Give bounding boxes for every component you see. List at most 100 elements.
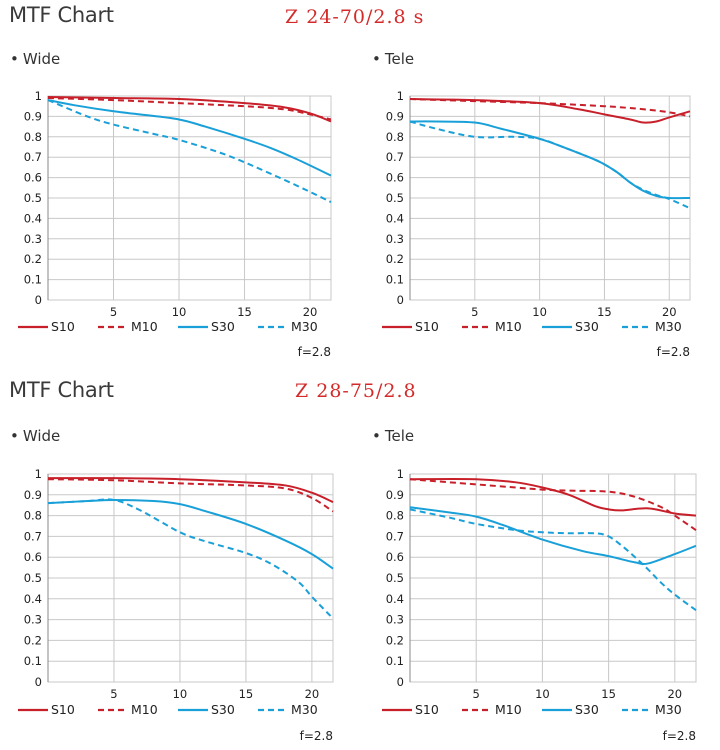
bullet-icon: • [10, 50, 19, 68]
y-tick-label: 0.9 [24, 109, 42, 123]
x-tick-label: 10 [173, 687, 188, 701]
series-line-m30 [409, 120, 691, 210]
series-line-m10 [409, 98, 691, 118]
legend-label-s10: S10 [51, 702, 75, 717]
series-line-m30 [47, 498, 334, 620]
y-tick-label: 0.6 [386, 171, 404, 185]
y-tick-label: 0.8 [386, 509, 404, 523]
legend-label-m30: M30 [655, 319, 682, 334]
x-tick-label: 5 [110, 687, 117, 701]
aperture-label: f=2.8 [300, 729, 333, 743]
aperture-label: f=2.8 [663, 729, 696, 743]
x-tick-label: 15 [237, 305, 252, 319]
series-line-s10 [409, 477, 697, 517]
legend-label-s10: S10 [51, 319, 75, 334]
series-line-m10 [47, 478, 334, 513]
series-line-s10 [409, 98, 691, 124]
series-line-m30 [47, 99, 332, 203]
y-tick-label: 0.1 [24, 654, 42, 668]
x-tick-label: 5 [110, 305, 117, 319]
y-tick-label: 0.4 [24, 211, 42, 225]
y-tick-label: 0.1 [386, 654, 404, 668]
bullet-icon: • [372, 427, 381, 445]
legend-label-s30: S30 [211, 319, 235, 334]
y-tick-label: 0.3 [386, 232, 404, 246]
y-tick-label: 0.7 [386, 150, 404, 164]
y-tick-label: 0.7 [386, 529, 404, 543]
y-tick-label: 0.1 [24, 273, 42, 287]
y-tick-label: 0.1 [386, 273, 404, 287]
section-title: MTF Chart [9, 378, 114, 402]
legend-label-m30: M30 [655, 702, 682, 717]
panel-label-tele: • Tele [372, 427, 414, 445]
y-tick-label: 0.2 [24, 633, 42, 647]
y-tick-label: 0 [35, 675, 42, 689]
y-tick-label: 0.4 [24, 592, 42, 606]
y-tick-label: 0.9 [24, 488, 42, 502]
y-tick-label: 0.7 [24, 529, 42, 543]
section-title: MTF Chart [9, 3, 114, 27]
x-tick-label: 5 [471, 305, 478, 319]
legend-label-m10: M10 [495, 702, 522, 717]
x-tick-label: 20 [667, 687, 682, 701]
series-line-m10 [47, 97, 332, 121]
y-tick-label: 0.5 [24, 191, 42, 205]
y-tick-label: 0.7 [24, 150, 42, 164]
y-tick-label: 0.3 [24, 232, 42, 246]
legend-label-m10: M10 [131, 702, 158, 717]
legend-label-m10: M10 [131, 319, 158, 334]
panel-label-text: Wide [22, 50, 61, 68]
panel-label-wide: • Wide [10, 50, 60, 68]
y-tick-label: 0.8 [386, 130, 404, 144]
x-tick-label: 20 [662, 305, 677, 319]
y-tick-label: 0.8 [24, 509, 42, 523]
lens-name: Z 28-75/2.8 [295, 380, 417, 402]
y-tick-label: 0.2 [386, 252, 404, 266]
legend-label-s30: S30 [575, 319, 599, 334]
y-tick-label: 1 [397, 467, 404, 481]
series-line-m10 [409, 478, 697, 531]
y-tick-label: 0.3 [24, 613, 42, 627]
y-tick-label: 1 [35, 89, 42, 103]
panel-label-wide: • Wide [10, 427, 60, 445]
y-tick-label: 0.4 [386, 211, 404, 225]
y-tick-label: 0.9 [386, 109, 404, 123]
panel-label-text: Tele [384, 427, 415, 445]
bullet-icon: • [372, 50, 381, 68]
series-line-s30 [47, 99, 332, 177]
legend-label-s10: S10 [415, 702, 439, 717]
legend-label-m30: M30 [291, 702, 318, 717]
legend-label-m10: M10 [495, 319, 522, 334]
y-tick-label: 1 [35, 467, 42, 481]
x-tick-label: 20 [303, 305, 318, 319]
y-tick-label: 0.2 [24, 252, 42, 266]
y-tick-label: 0 [397, 293, 404, 307]
panel-label-tele: • Tele [372, 50, 414, 68]
aperture-label: f=2.8 [657, 345, 690, 359]
x-tick-label: 15 [597, 305, 612, 319]
legend-label-s30: S30 [211, 702, 235, 717]
y-tick-label: 0.9 [386, 488, 404, 502]
y-tick-label: 1 [397, 89, 404, 103]
x-tick-label: 15 [601, 687, 616, 701]
x-tick-label: 15 [239, 687, 254, 701]
y-tick-label: 0 [397, 675, 404, 689]
legend-label-m30: M30 [291, 319, 318, 334]
aperture-label: f=2.8 [298, 345, 331, 359]
y-tick-label: 0.3 [386, 613, 404, 627]
x-tick-label: 10 [535, 687, 550, 701]
panel-label-text: Wide [22, 427, 61, 445]
x-tick-label: 20 [305, 687, 320, 701]
x-tick-label: 5 [473, 687, 480, 701]
x-tick-label: 10 [532, 305, 547, 319]
lens-name: Z 24-70/2.8 s [285, 6, 425, 28]
y-tick-label: 0.5 [386, 191, 404, 205]
y-tick-label: 0.6 [24, 550, 42, 564]
legend-label-s30: S30 [575, 702, 599, 717]
y-tick-label: 0 [35, 293, 42, 307]
series-line-s30 [409, 506, 697, 566]
